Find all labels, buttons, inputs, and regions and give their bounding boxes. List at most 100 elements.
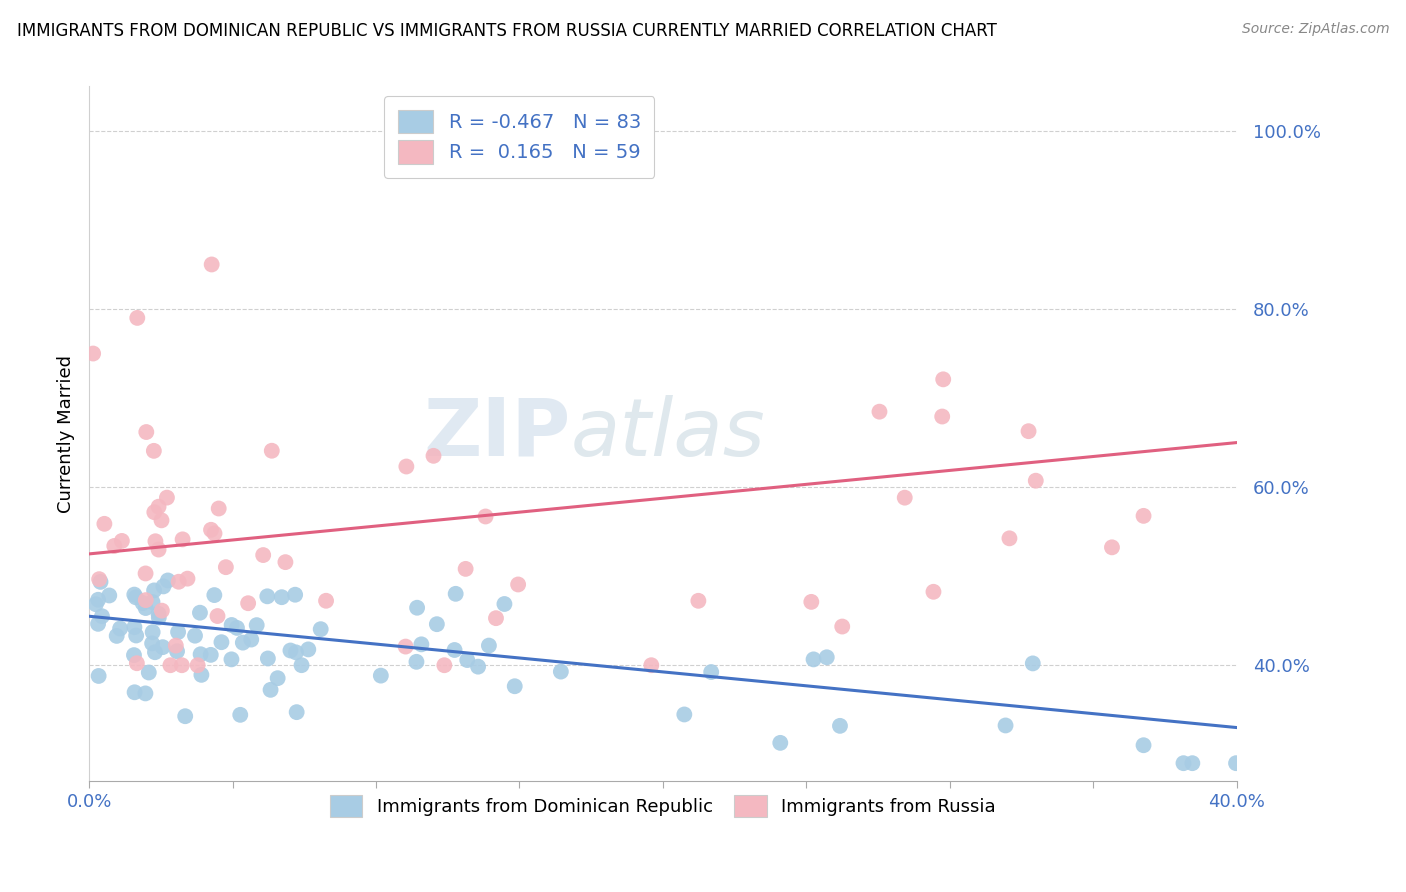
Point — [124, 685, 146, 699]
Point — [142, 625, 165, 640]
Point — [550, 665, 572, 679]
Point — [135, 593, 157, 607]
Point — [208, 501, 231, 516]
Point — [229, 707, 252, 722]
Point — [640, 658, 662, 673]
Point — [285, 705, 308, 719]
Point — [122, 648, 145, 662]
Point — [125, 591, 148, 605]
Point — [1025, 474, 1047, 488]
Point — [309, 622, 332, 636]
Point — [769, 736, 792, 750]
Point — [266, 671, 288, 685]
Point — [124, 620, 146, 634]
Point — [174, 709, 197, 723]
Point — [395, 459, 418, 474]
Point — [474, 509, 496, 524]
Point — [221, 618, 243, 632]
Point — [108, 622, 131, 636]
Legend: Immigrants from Dominican Republic, Immigrants from Russia: Immigrants from Dominican Republic, Immi… — [322, 788, 1004, 824]
Point — [240, 632, 263, 647]
Point — [184, 629, 207, 643]
Point — [111, 533, 134, 548]
Point — [406, 600, 429, 615]
Point — [150, 604, 173, 618]
Point — [433, 658, 456, 673]
Point — [201, 257, 224, 271]
Point — [226, 621, 249, 635]
Point — [138, 665, 160, 680]
Point — [125, 657, 148, 671]
Point — [156, 574, 179, 588]
Point — [456, 653, 478, 667]
Point — [148, 610, 170, 624]
Point — [405, 655, 427, 669]
Point — [1018, 424, 1040, 438]
Point — [170, 658, 193, 673]
Point — [148, 542, 170, 557]
Point — [134, 686, 156, 700]
Point — [91, 609, 114, 624]
Text: Source: ZipAtlas.com: Source: ZipAtlas.com — [1241, 22, 1389, 37]
Text: atlas: atlas — [571, 394, 766, 473]
Point — [204, 526, 226, 541]
Point — [190, 647, 212, 661]
Point — [270, 591, 292, 605]
Point — [148, 500, 170, 514]
Point — [426, 617, 449, 632]
Point — [150, 513, 173, 527]
Point — [211, 635, 233, 649]
Point — [232, 635, 254, 649]
Point — [257, 651, 280, 665]
Point — [828, 719, 851, 733]
Point — [125, 628, 148, 642]
Point — [869, 405, 891, 419]
Point — [145, 534, 167, 549]
Point — [152, 640, 174, 655]
Point — [922, 584, 945, 599]
Point — [187, 658, 209, 673]
Point — [87, 616, 110, 631]
Point — [156, 491, 179, 505]
Point — [202, 588, 225, 602]
Point — [260, 443, 283, 458]
Point — [89, 574, 111, 589]
Point — [673, 707, 696, 722]
Point — [135, 601, 157, 615]
Point — [236, 596, 259, 610]
Point — [1181, 756, 1204, 771]
Point — [135, 425, 157, 439]
Point — [141, 595, 163, 609]
Point — [167, 574, 190, 589]
Point — [141, 636, 163, 650]
Point — [280, 643, 302, 657]
Point — [422, 449, 444, 463]
Text: ZIP: ZIP — [423, 394, 571, 473]
Point — [127, 310, 149, 325]
Y-axis label: Currently Married: Currently Married — [58, 355, 75, 513]
Point — [1132, 508, 1154, 523]
Point — [252, 548, 274, 562]
Point — [256, 590, 278, 604]
Point — [478, 639, 501, 653]
Point — [370, 668, 392, 682]
Point — [87, 592, 110, 607]
Point — [1132, 738, 1154, 752]
Point — [803, 652, 825, 666]
Point — [290, 658, 312, 673]
Point — [467, 659, 489, 673]
Point — [215, 560, 238, 574]
Point — [1173, 756, 1195, 771]
Point — [688, 594, 710, 608]
Point — [188, 606, 211, 620]
Point — [503, 679, 526, 693]
Point — [84, 597, 107, 611]
Point — [131, 596, 153, 610]
Point — [444, 587, 467, 601]
Point — [931, 409, 953, 424]
Point — [93, 516, 115, 531]
Point — [89, 572, 111, 586]
Point — [176, 572, 198, 586]
Point — [152, 579, 174, 593]
Point — [494, 597, 516, 611]
